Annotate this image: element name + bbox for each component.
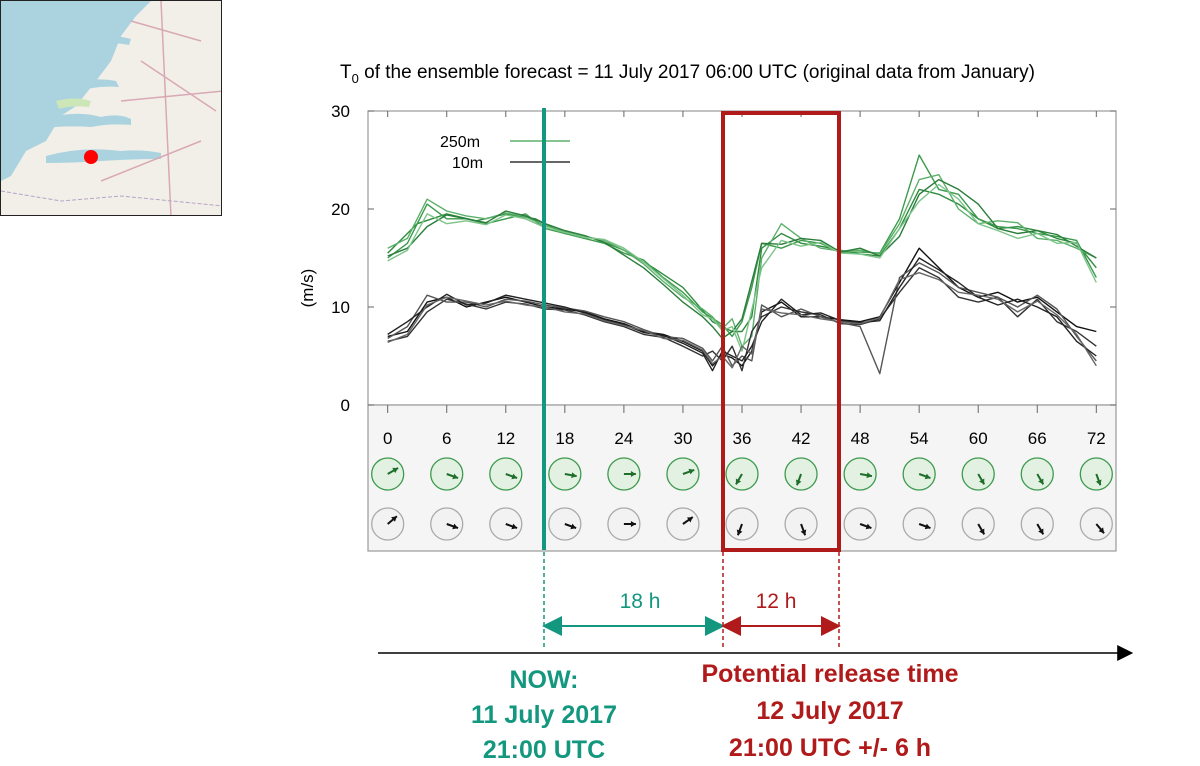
wind-arrow-250m <box>607 457 641 491</box>
now-label-line1: NOW: <box>510 666 579 694</box>
wind-arrow-head <box>511 523 518 530</box>
series-layer <box>387 154 1097 375</box>
x-tick-label: 30 <box>673 429 692 448</box>
x-tick-label: 66 <box>1028 429 1047 448</box>
legend: 250m 10m <box>440 134 570 172</box>
wind-arrow-10m <box>548 507 582 541</box>
wind-arrow-250m <box>1079 457 1113 491</box>
release-label-line1: Potential release time <box>701 660 958 688</box>
wind-arrow-head <box>1038 528 1044 535</box>
span-release-label: 12 h <box>756 590 797 613</box>
wind-arrow-250m <box>430 457 464 491</box>
wind-arrow-head <box>452 523 459 530</box>
x-tick-label: 6 <box>442 429 451 448</box>
y-tick-label: 20 <box>331 200 350 219</box>
wind-arrow-250m <box>548 457 582 491</box>
wind-arrow-head <box>736 529 743 536</box>
x-tick-label: 54 <box>910 429 929 448</box>
chart-title: T0 of the ensemble forecast = 11 July 20… <box>340 62 1035 86</box>
wind-arrow-head <box>452 473 459 480</box>
wind-arrow-250m <box>371 457 405 491</box>
wind-arrow-10m <box>843 507 877 541</box>
map-image <box>1 1 221 215</box>
wind-arrow-10m <box>902 507 936 541</box>
wind-arrow-head <box>630 471 636 477</box>
y-axis: 0 10 20 30 <box>331 102 1116 415</box>
wind-arrow-10m <box>1020 507 1054 541</box>
legend-label-10m: 10m <box>452 155 483 172</box>
x-tick-label: 60 <box>969 429 988 448</box>
wind-arrow-head <box>924 523 931 530</box>
y-axis-label: (m/s) <box>298 269 317 308</box>
x-tick-label: 42 <box>792 429 811 448</box>
wind-arrow-head <box>511 473 518 480</box>
y-tick-label: 10 <box>331 298 350 317</box>
x-tick-label: 0 <box>383 429 392 448</box>
wind-arrow-250m <box>666 457 700 491</box>
series-line-250m-1 <box>387 154 1097 338</box>
x-tick-label: 72 <box>1087 429 1106 448</box>
x-tick-label: 48 <box>851 429 870 448</box>
wind-arrow-250m <box>843 457 877 491</box>
y-tick-label: 0 <box>341 396 350 415</box>
now-label-line2: 11 July 2017 <box>471 701 617 729</box>
wind-arrow-head <box>800 529 807 536</box>
wind-arrow-head <box>866 472 872 479</box>
x-axis: 0 6 12 18 24 30 36 42 48 54 60 66 72 <box>383 111 1106 448</box>
wind-arrow-250m <box>1020 457 1054 491</box>
wind-arrow-10m <box>784 507 818 541</box>
series-line-250m-3 <box>387 178 1097 340</box>
location-map <box>0 0 222 216</box>
y-tick-label: 30 <box>331 102 350 121</box>
wind-arrow-head <box>392 467 399 474</box>
wind-rose-circle <box>489 507 523 541</box>
wind-arrow-10m <box>961 507 995 541</box>
wind-arrow-250m <box>784 457 818 491</box>
wind-arrow-head <box>1038 478 1044 485</box>
wind-arrow-head <box>391 516 397 522</box>
wind-arrow-head <box>979 478 985 485</box>
wind-arrow-250m <box>961 457 995 491</box>
x-tick-label: 18 <box>555 429 574 448</box>
series-line-250m-4 <box>387 183 1097 352</box>
series-line-10m-9 <box>387 272 1097 369</box>
x-tick-label: 24 <box>614 429 633 448</box>
wind-arrow-head <box>630 521 636 527</box>
wind-arrow-head <box>795 479 802 486</box>
legend-label-250m: 250m <box>440 134 480 151</box>
x-tick-label: 36 <box>733 429 752 448</box>
release-label-line3: 21:00 UTC +/- 6 h <box>729 734 931 762</box>
wind-arrow-250m <box>489 457 523 491</box>
wind-arrow-head <box>924 473 931 480</box>
wind-arrow-head <box>686 517 693 523</box>
wind-arrow-head <box>1098 527 1105 534</box>
wind-rose-circle <box>489 457 523 491</box>
wind-arrow-10m <box>371 507 405 541</box>
wind-arrow-head <box>570 523 577 530</box>
wind-arrow-10m <box>725 507 759 541</box>
wind-arrow-head <box>571 472 577 479</box>
wind-arrow-head <box>735 478 742 485</box>
site-marker-icon <box>84 150 98 164</box>
now-label-line3: 21:00 UTC <box>483 736 605 764</box>
wind-arrow-10m <box>430 507 464 541</box>
x-tick-label: 12 <box>496 429 515 448</box>
span-now-label: 18 h <box>620 590 661 613</box>
wind-arrow-10m <box>666 507 700 541</box>
wind-arrow-10m <box>1079 507 1113 541</box>
wind-arrow-250m <box>902 457 936 491</box>
wind-arrow-head <box>865 523 872 530</box>
wind-rose-rows <box>371 457 1113 541</box>
wind-arrow-head <box>688 468 695 475</box>
wind-arrow-head <box>1095 479 1102 486</box>
series-line-250m-2 <box>387 173 1097 347</box>
wind-arrow-250m <box>725 457 759 491</box>
wind-arrow-head <box>979 528 985 535</box>
release-window-box <box>721 111 841 552</box>
wind-arrow-10m <box>489 507 523 541</box>
wind-arrow-10m <box>607 507 641 541</box>
release-label-line2: 12 July 2017 <box>756 697 903 725</box>
